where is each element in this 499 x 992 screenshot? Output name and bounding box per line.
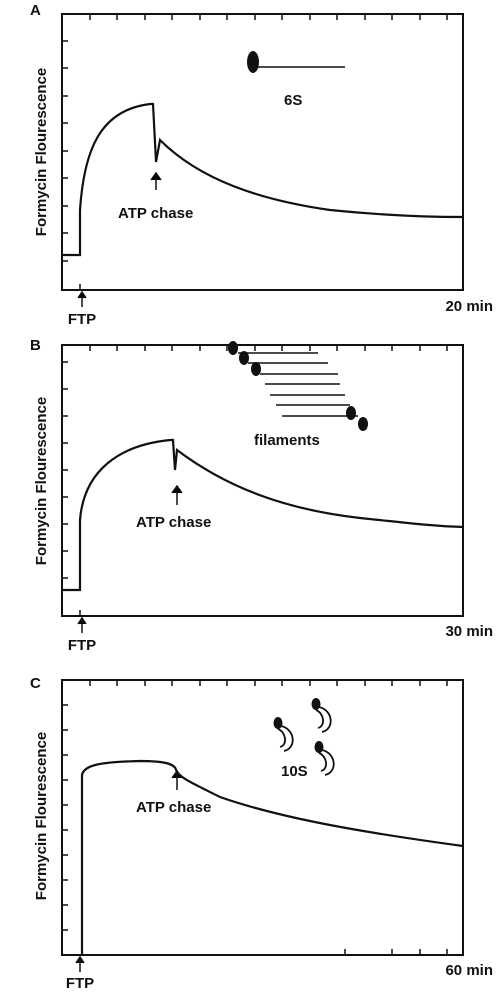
species-label: 10S <box>281 763 308 780</box>
trace <box>80 759 464 955</box>
species-label: filaments <box>254 432 320 449</box>
arrow-label: ATP chase <box>136 514 211 531</box>
panel-a: A Formycin Flourescence ATP chase FTP 20… <box>30 2 493 328</box>
start-arrow <box>77 290 87 307</box>
start-label: FTP <box>66 975 94 992</box>
plot-frame <box>61 344 464 617</box>
10s-icon <box>273 698 335 776</box>
y-label: Formycin Flourescence <box>33 732 50 900</box>
panel-label: C <box>30 675 41 692</box>
start-label: FTP <box>68 311 96 328</box>
ticks <box>62 345 448 616</box>
filament-icon <box>228 341 368 431</box>
start-arrow <box>75 955 85 972</box>
panel-label: B <box>30 337 41 354</box>
end-label: 60 min <box>445 962 493 979</box>
molecule-icon <box>247 51 259 73</box>
start-label: FTP <box>68 637 96 654</box>
trace <box>62 102 464 257</box>
trace <box>62 438 464 592</box>
arrow-label: ATP chase <box>118 205 193 222</box>
y-label: Formycin Flourescence <box>33 397 50 565</box>
plot-frame <box>61 679 464 956</box>
plot-frame <box>61 13 464 291</box>
panel-b: B Formycin Flourescence ATP chase FTP 30… <box>30 337 493 654</box>
arrow <box>171 484 183 505</box>
ticks <box>62 680 448 955</box>
panel-c: C Formycin Flourescence ATP chase FTP 60… <box>30 675 493 992</box>
y-label: Formycin Flourescence <box>33 68 50 236</box>
end-label: 20 min <box>445 298 493 315</box>
start-arrow <box>77 616 87 633</box>
end-label: 30 min <box>445 623 493 640</box>
species-label: 6S <box>284 92 302 109</box>
panel-label: A <box>30 2 41 19</box>
ticks <box>62 14 448 290</box>
arrow <box>171 769 183 790</box>
arrow-label: ATP chase <box>136 799 211 816</box>
arrow <box>150 171 162 190</box>
